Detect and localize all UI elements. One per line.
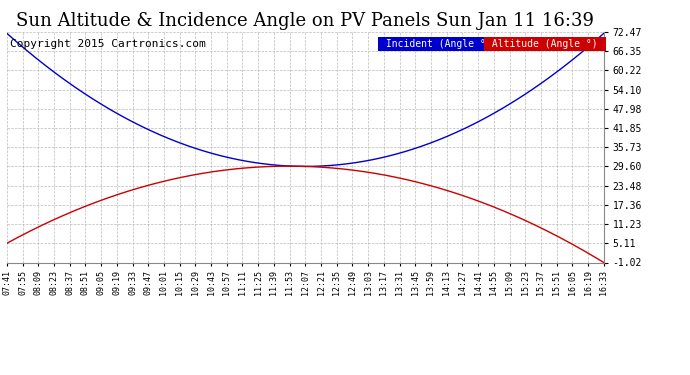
Text: Incident (Angle °): Incident (Angle °)	[380, 39, 497, 49]
Text: Altitude (Angle °): Altitude (Angle °)	[486, 39, 604, 49]
Text: Copyright 2015 Cartronics.com: Copyright 2015 Cartronics.com	[10, 39, 206, 49]
Title: Sun Altitude & Incidence Angle on PV Panels Sun Jan 11 16:39: Sun Altitude & Incidence Angle on PV Pan…	[17, 12, 594, 30]
